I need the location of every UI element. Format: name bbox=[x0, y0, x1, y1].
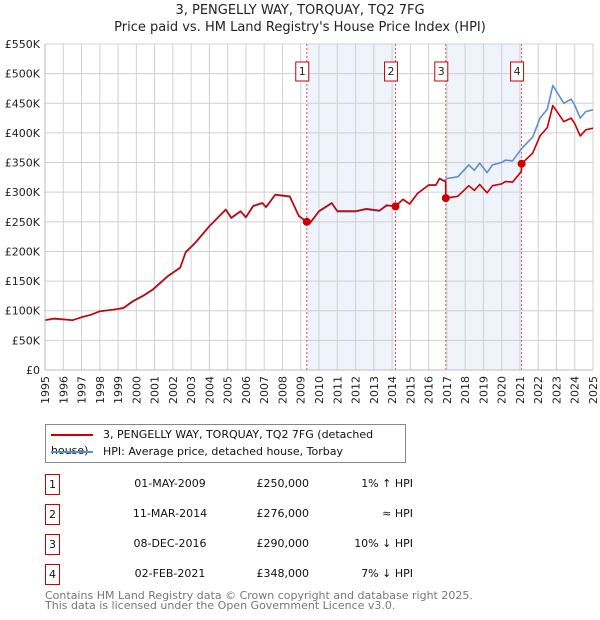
sale-price: £290,000 bbox=[256, 537, 310, 550]
sale-label-box bbox=[384, 61, 399, 82]
x-tick-label: 1999 bbox=[112, 376, 125, 404]
sale-hpi-diff: 10% ↓ HPI bbox=[354, 537, 413, 550]
x-tick-label: 2017 bbox=[441, 376, 454, 404]
y-tick-label: £250K bbox=[5, 216, 41, 229]
sale-label-box bbox=[295, 61, 310, 82]
sale-date: 02-FEB-2021 bbox=[134, 567, 206, 580]
sale-date: 11-MAR-2014 bbox=[132, 507, 208, 520]
x-tick-label: 2000 bbox=[130, 376, 143, 404]
x-tick-label: 2004 bbox=[203, 376, 216, 404]
y-tick-label: £400K bbox=[5, 127, 41, 140]
x-tick-label: 2003 bbox=[185, 376, 198, 404]
chart-title: 3, PENGELLY WAY, TORQUAY, TQ2 7FG bbox=[175, 3, 425, 18]
sale-label-box bbox=[434, 61, 449, 82]
x-tick-label: 2022 bbox=[532, 376, 545, 404]
sale-price: £276,000 bbox=[256, 507, 310, 520]
legend-label: HPI: Average price, detached house, Torb… bbox=[103, 445, 343, 458]
x-tick-label: 2021 bbox=[514, 376, 527, 404]
x-tick-label: 2010 bbox=[313, 376, 326, 404]
sale-badge: 2 bbox=[45, 504, 60, 525]
legend-label: 3, PENGELLY WAY, TORQUAY, TQ2 7FG (detac… bbox=[51, 428, 374, 457]
y-tick-label: £550K bbox=[5, 38, 41, 51]
sale-point bbox=[517, 159, 526, 168]
y-tick-label: £300K bbox=[5, 186, 41, 199]
red-line-swatch bbox=[51, 434, 93, 436]
x-tick-label: 2015 bbox=[404, 376, 417, 404]
x-tick-label: 2014 bbox=[386, 376, 399, 404]
sale-label-number: 2 bbox=[388, 65, 395, 78]
y-tick-label: £200K bbox=[5, 245, 41, 258]
x-tick-label: 2016 bbox=[423, 376, 436, 404]
x-tick-label: 1995 bbox=[39, 376, 52, 404]
price-chart: 1995 1996 1997 1998 1999 2000 2001 2002 2003 2004… bbox=[5, 38, 600, 404]
x-tick-label: 2013 bbox=[368, 376, 381, 404]
sale-badge: 4 bbox=[45, 564, 60, 585]
sale-label-number: 4 bbox=[514, 65, 521, 78]
blue-line-swatch bbox=[51, 451, 93, 453]
sale-badge: 1 bbox=[45, 474, 60, 495]
sale-label: 3 bbox=[434, 61, 449, 82]
shaded-period bbox=[306, 44, 396, 370]
footer-copyright: Contains HM Land Registry data © Crown c… bbox=[45, 589, 473, 602]
x-tick-label: 2019 bbox=[477, 376, 490, 404]
table-row: 1 01-MAY-2009 £250,000 1% ↑ HPI bbox=[45, 474, 413, 495]
x-tick-label: 2005 bbox=[222, 376, 235, 404]
x-tick-label: 2001 bbox=[149, 376, 162, 404]
x-tick-label: 2006 bbox=[240, 376, 253, 404]
sale-label: 2 bbox=[384, 61, 399, 82]
x-tick-label: 2008 bbox=[276, 376, 289, 404]
x-tick-label: 2009 bbox=[295, 376, 308, 404]
x-tick-label: 2018 bbox=[459, 376, 472, 404]
footer-licence: This data is licensed under the Open Gov… bbox=[45, 599, 396, 612]
sale-date: 01-MAY-2009 bbox=[134, 477, 206, 490]
chart-subtitle: Price paid vs. HM Land Registry's House … bbox=[114, 20, 486, 35]
x-tick-label: 1998 bbox=[94, 376, 107, 404]
table-row: 4 02-FEB-2021 £348,000 7% ↓ HPI bbox=[45, 564, 413, 585]
sale-label: 4 bbox=[510, 61, 525, 82]
x-tick-label: 1997 bbox=[76, 376, 89, 404]
sale-point bbox=[302, 217, 311, 226]
sale-hpi-diff: 1% ↑ HPI bbox=[361, 477, 413, 490]
sale-hpi-diff: 7% ↓ HPI bbox=[361, 567, 413, 580]
y-tick-label: £100K bbox=[5, 305, 41, 318]
property-series-line bbox=[44, 104, 594, 321]
x-tick-label: 2002 bbox=[167, 376, 180, 404]
table-row: 2 11-MAR-2014 £276,000 ≈ HPI bbox=[45, 504, 413, 525]
x-tick-label: 2007 bbox=[258, 376, 271, 404]
x-tick-label: 2025 bbox=[587, 376, 600, 404]
y-tick-label: £50K bbox=[12, 334, 41, 347]
sale-price: £250,000 bbox=[256, 477, 310, 490]
x-tick-label: 2023 bbox=[550, 376, 563, 404]
y-tick-label: £0 bbox=[26, 364, 40, 377]
legend: 3, PENGELLY WAY, TORQUAY, TQ2 7FG (detac… bbox=[45, 424, 406, 463]
sale-date: 08-DEC-2016 bbox=[133, 537, 207, 550]
sale-point bbox=[441, 194, 450, 203]
legend-item-hpi: HPI: Average price, detached house, Torb… bbox=[51, 444, 343, 460]
sale-badge: 3 bbox=[45, 534, 60, 555]
x-tick-label: 2024 bbox=[569, 376, 582, 404]
sale-hpi-diff: ≈ HPI bbox=[382, 507, 413, 520]
sale-point bbox=[391, 202, 400, 211]
legend-item-property: 3, PENGELLY WAY, TORQUAY, TQ2 7FG (detac… bbox=[51, 427, 405, 457]
x-tick-label: 2012 bbox=[350, 376, 363, 404]
sale-label-number: 1 bbox=[299, 65, 306, 78]
y-tick-label: £350K bbox=[5, 157, 41, 170]
x-tick-label: 1996 bbox=[57, 376, 70, 404]
table-row: 3 08-DEC-2016 £290,000 10% ↓ HPI bbox=[45, 534, 413, 555]
y-tick-label: £450K bbox=[5, 97, 41, 110]
x-tick-label: 2020 bbox=[496, 376, 509, 404]
sale-price: £348,000 bbox=[256, 567, 310, 580]
x-tick-label: 2011 bbox=[331, 376, 344, 404]
sale-label: 1 bbox=[295, 61, 310, 82]
sale-label-number: 3 bbox=[438, 65, 445, 78]
y-tick-label: £150K bbox=[5, 275, 41, 288]
sale-label-box bbox=[510, 61, 525, 82]
y-tick-label: £500K bbox=[5, 68, 41, 81]
